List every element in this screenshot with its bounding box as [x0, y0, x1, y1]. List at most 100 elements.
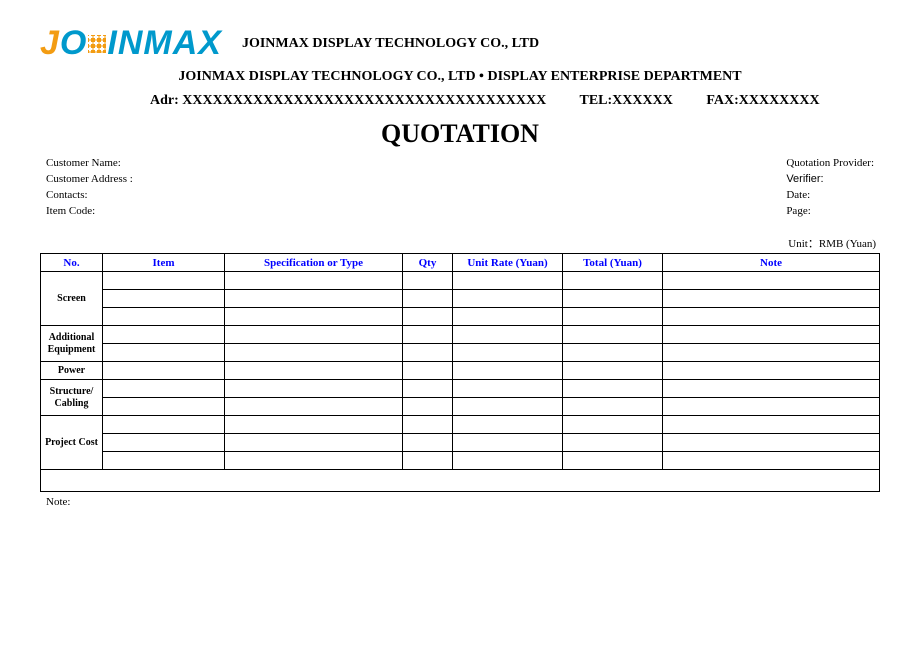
company-logo: JO INMAX: [40, 24, 222, 63]
table-cell: [563, 452, 663, 470]
item-code-label: Item Code:: [46, 205, 133, 217]
table-cell: [403, 362, 453, 380]
table-cell: [453, 308, 563, 326]
table-cell: [103, 290, 225, 308]
table-cell: [403, 380, 453, 398]
table-cell: [225, 326, 403, 344]
table-row: [41, 398, 880, 416]
table-row: [41, 344, 880, 362]
table-cell: [103, 398, 225, 416]
table-cell: [453, 362, 563, 380]
table-cell: [103, 308, 225, 326]
logo-j: J: [40, 24, 60, 63]
table-cell: [663, 290, 880, 308]
document-title: QUOTATION: [40, 119, 880, 149]
table-cell: [453, 326, 563, 344]
table-footer-row: [41, 470, 880, 492]
table-cell: [563, 362, 663, 380]
table-cell: [225, 434, 403, 452]
table-cell: [103, 416, 225, 434]
col-qty: Qty: [403, 254, 453, 272]
table-cell: [663, 416, 880, 434]
group-label-cell: Screen: [41, 272, 103, 326]
table-cell: [563, 398, 663, 416]
table-row: [41, 452, 880, 470]
table-cell: [403, 290, 453, 308]
table-footer-cell: [41, 470, 880, 492]
company-name-line2: JOINMAX DISPLAY TECHNOLOGY CO., LTD • DI…: [40, 69, 880, 85]
table-cell: [225, 272, 403, 290]
table-cell: [663, 380, 880, 398]
table-cell: [453, 380, 563, 398]
logo-o1: O: [60, 24, 87, 63]
table-cell: [103, 380, 225, 398]
table-cell: [103, 272, 225, 290]
table-cell: [103, 344, 225, 362]
table-cell: [563, 380, 663, 398]
table-cell: [225, 290, 403, 308]
logo-inmax: INMAX: [107, 24, 222, 63]
table-cell: [563, 308, 663, 326]
header-row-1: JO INMAX JOINMAX DISPLAY TECHNOLOGY CO., …: [40, 24, 880, 63]
table-cell: [403, 308, 453, 326]
table-cell: [453, 398, 563, 416]
table-cell: [103, 362, 225, 380]
table-cell: [563, 326, 663, 344]
table-cell: [403, 398, 453, 416]
table-cell: [403, 344, 453, 362]
table-cell: [225, 380, 403, 398]
col-total: Total (Yuan): [563, 254, 663, 272]
table-cell: [403, 416, 453, 434]
logo-dots-icon: [88, 35, 106, 53]
col-rate: Unit Rate (Yuan): [453, 254, 563, 272]
table-cell: [453, 416, 563, 434]
table-cell: [403, 452, 453, 470]
fax-text: FAX:XXXXXXXX: [706, 93, 819, 108]
table-body: ScreenAdditional EquipmentPowerStructure…: [41, 272, 880, 492]
contacts-label: Contacts:: [46, 189, 133, 201]
table-cell: [663, 362, 880, 380]
table-row: [41, 434, 880, 452]
table-cell: [103, 434, 225, 452]
table-cell: [403, 434, 453, 452]
table-cell: [453, 452, 563, 470]
table-cell: [563, 434, 663, 452]
table-cell: [663, 452, 880, 470]
quotation-table: No. Item Specification or Type Qty Unit …: [40, 253, 880, 492]
table-row: Screen: [41, 272, 880, 290]
group-label-cell: Additional Equipment: [41, 326, 103, 362]
group-label-cell: Structure/ Cabling: [41, 380, 103, 416]
table-cell: [225, 344, 403, 362]
table-cell: [403, 326, 453, 344]
table-cell: [225, 308, 403, 326]
table-cell: [103, 452, 225, 470]
left-info-column: Customer Name: Customer Address : Contac…: [46, 157, 133, 217]
note-label: Note:: [40, 496, 880, 508]
verifier-label: Verifier:: [786, 173, 874, 185]
table-cell: [453, 272, 563, 290]
table-cell: [453, 290, 563, 308]
table-cell: [663, 344, 880, 362]
company-name-line1: JOINMAX DISPLAY TECHNOLOGY CO., LTD: [242, 36, 539, 52]
table-cell: [563, 344, 663, 362]
address-text: Adr: XXXXXXXXXXXXXXXXXXXXXXXXXXXXXXXXXXX…: [150, 93, 546, 108]
table-row: [41, 308, 880, 326]
table-row: [41, 290, 880, 308]
col-no: No.: [41, 254, 103, 272]
table-cell: [225, 452, 403, 470]
table-row: Project Cost: [41, 416, 880, 434]
table-cell: [225, 398, 403, 416]
table-cell: [563, 290, 663, 308]
date-label: Date:: [786, 189, 874, 201]
customer-name-label: Customer Name:: [46, 157, 133, 169]
table-cell: [453, 434, 563, 452]
right-info-column: Quotation Provider: Verifier: Date: Page…: [786, 157, 874, 217]
col-spec: Specification or Type: [225, 254, 403, 272]
tel-text: TEL:XXXXXX: [580, 93, 673, 108]
group-label-cell: Project Cost: [41, 416, 103, 470]
table-cell: [563, 416, 663, 434]
table-row: Structure/ Cabling: [41, 380, 880, 398]
table-cell: [663, 434, 880, 452]
table-row: Power: [41, 362, 880, 380]
table-cell: [563, 272, 663, 290]
